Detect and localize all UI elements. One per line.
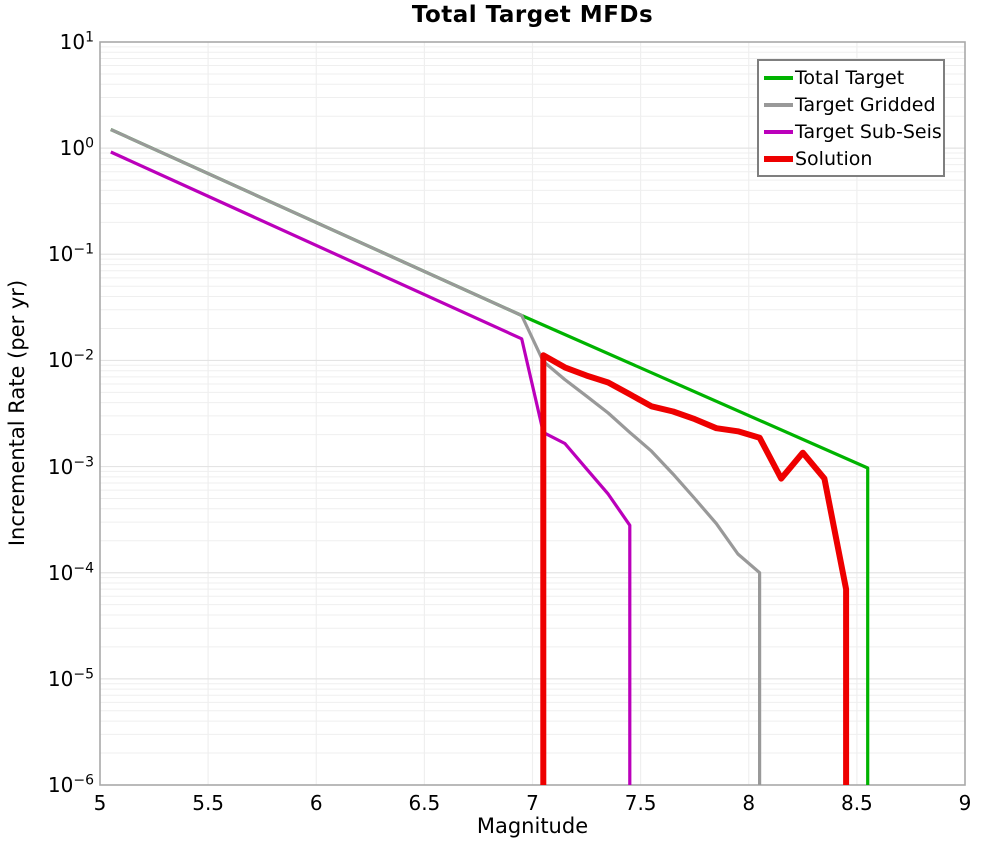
legend-swatch-target-gridded xyxy=(764,102,793,107)
x-tick-label: 8 xyxy=(742,791,756,815)
plot-frame xyxy=(99,41,966,786)
y-axis-title: Incremental Rate (per yr) xyxy=(5,279,29,547)
x-tick-label: 7.5 xyxy=(624,791,657,815)
legend-swatch-solution xyxy=(764,155,793,162)
x-tick-label: 6 xyxy=(309,791,323,815)
x-tick-label: 7 xyxy=(526,791,539,815)
chart-title: Total Target MFDs xyxy=(411,2,654,28)
y-tick-label: 10−2 xyxy=(47,347,94,373)
legend: Total Target Target Gridded Target Sub-S… xyxy=(757,59,945,177)
x-axis-title: Magnitude xyxy=(476,814,589,838)
y-tick-label: 100 xyxy=(59,135,94,161)
legend-label-target-sub-seis: Target Sub-Seis xyxy=(795,120,942,143)
legend-item-total-target: Total Target xyxy=(764,64,938,91)
x-tick-label: 6.5 xyxy=(408,791,441,815)
y-tick-label: 101 xyxy=(59,29,94,54)
x-tick-label: 8.5 xyxy=(840,791,873,815)
series-line-target-gridded xyxy=(110,128,762,785)
legend-item-solution: Solution xyxy=(764,145,938,172)
series-line-target-sub-seis xyxy=(110,150,632,785)
legend-label-total-target: Total Target xyxy=(795,66,905,89)
y-tick-label: 10−5 xyxy=(47,666,94,691)
y-tick-label: 10−3 xyxy=(47,453,94,479)
legend-item-target-sub-seis: Target Sub-Seis xyxy=(764,118,942,145)
legend-swatch-total-target xyxy=(764,75,793,80)
legend-swatch-target-sub-seis xyxy=(764,129,793,134)
y-tick-label: 10−6 xyxy=(47,772,94,797)
legend-item-target-gridded: Target Gridded xyxy=(764,91,938,118)
x-tick-label: 5.5 xyxy=(192,791,225,815)
legend-label-target-gridded: Target Gridded xyxy=(795,93,936,116)
x-tick-label: 9 xyxy=(958,791,972,815)
series-line-total-target xyxy=(110,128,870,785)
x-tick-label: 5 xyxy=(93,791,107,815)
y-tick-label: 10−1 xyxy=(47,241,94,267)
series-line-solution xyxy=(540,352,850,785)
y-tick-label: 10−4 xyxy=(47,560,94,585)
legend-label-solution: Solution xyxy=(795,147,873,170)
